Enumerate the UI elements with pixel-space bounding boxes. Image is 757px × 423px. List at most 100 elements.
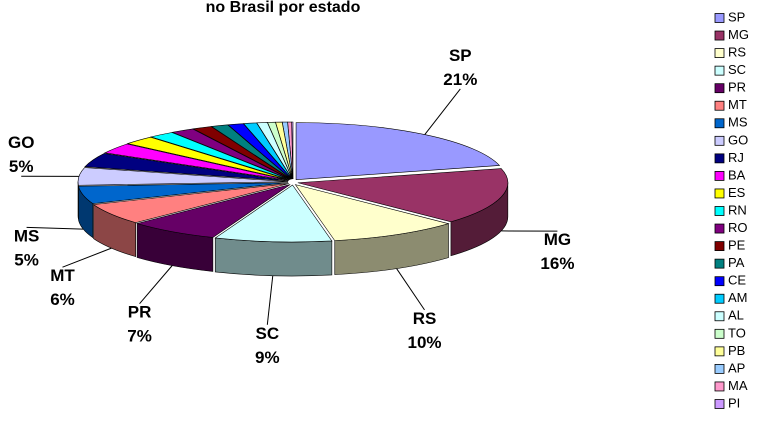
legend-swatch (714, 48, 725, 58)
legend-swatch (714, 381, 725, 392)
leader-line (26, 226, 84, 230)
legend-swatch (714, 100, 725, 111)
legend-swatch (714, 346, 725, 357)
legend-label: RN (728, 202, 747, 217)
legend-label: BA (728, 167, 746, 182)
data-label: 5% (14, 250, 39, 269)
slice-top (84, 153, 289, 182)
slice (149, 132, 291, 180)
data-label: 16% (540, 254, 574, 273)
legend-label: RS (728, 45, 746, 60)
legend-label: SP (728, 9, 745, 24)
leader-line (424, 88, 461, 135)
legend-label: PE (728, 238, 746, 253)
slice-top (192, 126, 292, 180)
legend-swatch (714, 153, 725, 164)
slice (295, 122, 501, 180)
legend-label: SC (728, 62, 746, 77)
slice-top (92, 183, 289, 223)
legend-label: AM (728, 290, 748, 305)
data-label-name: RS (413, 309, 437, 328)
slice-top (135, 184, 291, 238)
legend-swatch (714, 399, 725, 409)
slice (210, 124, 292, 180)
slice-top (297, 168, 509, 223)
legend-label: MT (728, 97, 747, 112)
legend-label: MS (728, 115, 748, 130)
leader-line (266, 275, 274, 325)
legend-label: RO (728, 220, 748, 235)
legend-swatch (714, 258, 725, 269)
slice-top (295, 122, 501, 180)
labels: SP 21% GO 5% MS 5% MG 16% MT 6% PR 7% RS 10% SC 9% (8, 46, 574, 367)
legend-label: TO (728, 325, 746, 340)
legend-swatch (714, 293, 725, 304)
data-label-name: MT (50, 266, 75, 285)
data-label-name: SP (449, 46, 472, 65)
legend-swatch (714, 30, 725, 41)
legend-label: GO (728, 132, 748, 147)
slice (227, 123, 292, 180)
legend-swatch (714, 83, 725, 94)
slice (192, 126, 292, 180)
slice (92, 183, 289, 258)
data-label: 10% (408, 333, 442, 352)
pie (77, 121, 509, 277)
legend-swatch (714, 328, 725, 339)
legend-swatch (714, 311, 725, 322)
slice-top (78, 182, 289, 204)
data-label: 9% (255, 348, 280, 367)
slice-side (214, 237, 333, 277)
slice (171, 128, 291, 180)
legend-swatch (714, 241, 725, 251)
legend-swatch (714, 276, 725, 287)
legend-label: AP (728, 360, 745, 375)
legend-label: PR (728, 80, 746, 95)
legend-swatch (714, 223, 725, 234)
legend-label: CE (728, 273, 746, 288)
slice (84, 153, 289, 182)
legend-label: PI (728, 395, 740, 410)
slice-top (149, 132, 291, 180)
legend-swatch (714, 135, 725, 146)
legend-swatch (714, 118, 725, 129)
slice (214, 184, 333, 277)
slice-top (227, 123, 292, 180)
leader-line (62, 247, 112, 268)
chart-title: no Brasil por estado (206, 0, 361, 16)
legend-swatch (714, 13, 725, 23)
legend-swatch (714, 364, 725, 374)
slice (135, 184, 291, 272)
slice (78, 182, 289, 239)
data-label-name: MS (14, 226, 40, 245)
slice-top (214, 184, 333, 243)
data-label: 7% (127, 327, 152, 346)
data-label: 21% (443, 70, 477, 89)
slice-top (171, 128, 291, 180)
slice (297, 168, 509, 257)
legend-label: RJ (728, 150, 744, 165)
slice (103, 143, 289, 181)
data-label-name: PR (128, 303, 152, 322)
leader-line (396, 268, 425, 311)
legend-swatch (714, 188, 725, 199)
data-label-name: MG (544, 230, 571, 249)
data-label: 6% (50, 290, 75, 309)
slice-top (210, 124, 292, 180)
slice-top (126, 136, 290, 181)
legend-swatch (714, 65, 725, 76)
data-label-name: GO (8, 133, 34, 152)
legend-swatch (714, 206, 725, 216)
legend-label: PB (728, 343, 745, 358)
legend-label: ES (728, 185, 746, 200)
legend-label: MG (728, 27, 749, 42)
legend-label: MA (728, 378, 748, 393)
slice (294, 184, 450, 275)
data-label-name: SC (255, 324, 279, 343)
legend-swatch (714, 171, 725, 181)
data-label: 5% (9, 157, 34, 176)
leader-line (139, 265, 173, 305)
legend: SP MG RS SC PR MT MS GO RJ BA ES RN RO PE PA CE AM AL TO PB… (714, 9, 749, 410)
slice-top (103, 143, 289, 181)
